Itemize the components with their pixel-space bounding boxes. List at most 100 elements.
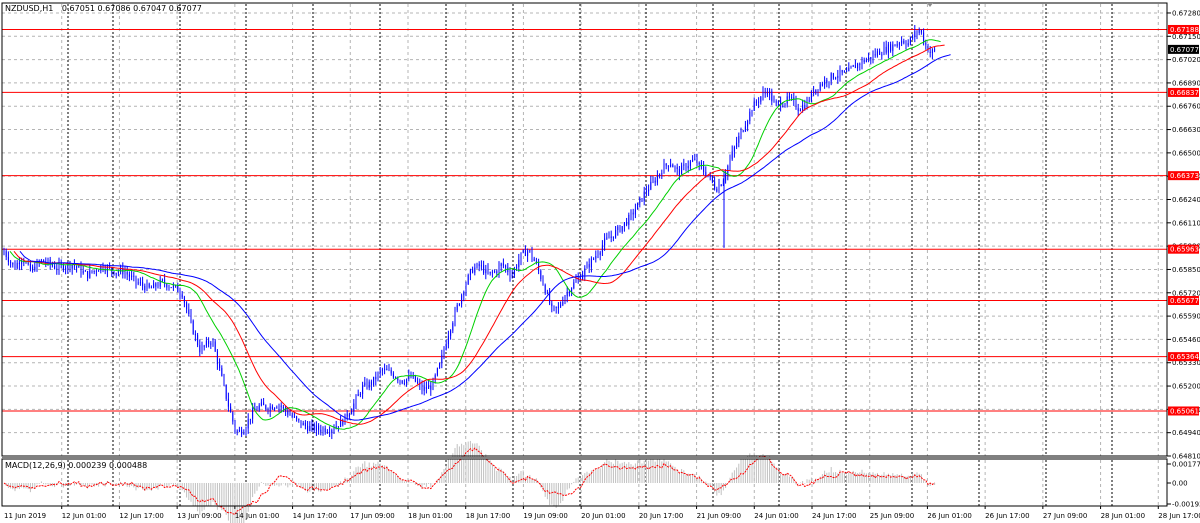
candle-body <box>672 164 674 168</box>
candle-body <box>678 169 680 175</box>
time-tick-label: 14 Jun 01:00 <box>235 512 279 520</box>
price-grid <box>2 4 1167 506</box>
price-tick-label: 0.64940 <box>1172 429 1200 437</box>
candle-body <box>194 334 196 336</box>
candle-body <box>667 165 669 167</box>
candle-body <box>883 46 885 55</box>
candle-body <box>106 266 108 272</box>
candle-body <box>10 261 12 263</box>
candle-body <box>626 222 628 225</box>
candle-body <box>799 110 801 112</box>
time-tick-label: 24 Jun 01:00 <box>754 512 798 520</box>
candle-body <box>40 259 42 263</box>
candle-body <box>551 303 553 307</box>
candle-body <box>51 264 53 266</box>
time-axis: 11 Jun 2019 12 Jun 01:00 12 Jun 17:00 13 Ju… <box>4 506 1200 520</box>
price-tick-label: 0.66500 <box>1172 149 1200 157</box>
candle-body <box>755 101 757 103</box>
candle-body <box>568 291 570 294</box>
candle-body <box>243 433 245 435</box>
candle-body <box>753 101 755 112</box>
candle-body <box>258 405 260 411</box>
candle-body <box>676 167 678 170</box>
candle-body <box>351 411 353 415</box>
macd-signal-line <box>3 447 935 515</box>
candle-body <box>54 265 56 269</box>
candle-body <box>434 375 436 380</box>
candle-body <box>111 267 113 272</box>
candle-body <box>210 343 212 345</box>
candle-body <box>507 267 509 272</box>
candle-body <box>379 370 381 373</box>
candle-body <box>25 262 27 264</box>
candle-body <box>80 265 82 274</box>
candle-body <box>89 270 91 278</box>
candle-body <box>544 284 546 294</box>
time-tick-label: 18 Jun 17:00 <box>466 512 510 520</box>
candle-body <box>58 263 60 270</box>
candle-body <box>518 259 520 268</box>
candle-body <box>687 165 689 169</box>
candle-body <box>355 396 357 404</box>
candle-body <box>364 382 366 386</box>
candle-body <box>764 92 766 94</box>
candle-body <box>263 402 265 406</box>
price-tick-label: 0.67280 <box>1172 9 1200 17</box>
candle-body <box>452 323 454 331</box>
candle-body <box>571 288 573 294</box>
candle-body <box>786 96 788 104</box>
price-tick-label: 0.66630 <box>1172 126 1200 134</box>
candle-body <box>813 91 815 94</box>
candle-body <box>738 136 740 143</box>
candle-body <box>747 121 749 127</box>
candle-body <box>868 57 870 60</box>
candle-body <box>480 265 482 267</box>
candle-body <box>21 260 23 265</box>
candle-body <box>192 320 194 335</box>
candle-body <box>333 428 335 431</box>
candle-body <box>87 271 89 278</box>
price-tick-label: 0.64810 <box>1172 453 1200 461</box>
candle-body <box>918 29 920 33</box>
candle-body <box>615 229 617 238</box>
candle-body <box>639 198 641 203</box>
candle-body <box>335 426 337 429</box>
candle-body <box>309 426 311 431</box>
candle-body <box>386 368 388 371</box>
candle-body <box>36 261 38 271</box>
candle-body <box>241 429 243 435</box>
horizontal-levels[interactable] <box>2 28 1167 412</box>
candle-body <box>436 368 438 376</box>
candle-body <box>485 268 487 274</box>
candle-body <box>197 335 199 346</box>
candle-body <box>293 416 295 418</box>
candle-body <box>645 191 647 193</box>
time-tick-label: 13 Jun 09:00 <box>177 512 221 520</box>
candle-body <box>168 287 170 289</box>
candle-body <box>698 162 700 165</box>
candle-body <box>923 32 925 44</box>
time-tick-label: 20 Jun 01:00 <box>581 512 625 520</box>
candle-body <box>425 386 427 389</box>
time-tick-label: 24 Jun 17:00 <box>812 512 856 520</box>
candle-body <box>421 384 423 391</box>
candle-body <box>124 272 126 275</box>
candle-body <box>183 297 185 303</box>
candle-body <box>524 250 526 256</box>
candle-body <box>593 258 595 260</box>
candle-body <box>329 432 331 434</box>
candle-body <box>232 412 234 422</box>
candle-body <box>331 430 333 434</box>
candle-body <box>628 214 630 225</box>
candle-body <box>278 405 280 408</box>
price-tick-label: 0.65200 <box>1172 383 1200 391</box>
candle-body <box>819 84 821 91</box>
chart-title: NZDUSD,H1 0.67051 0.67086 0.67047 0.6707… <box>5 4 202 13</box>
candle-body <box>852 65 854 67</box>
candle-body <box>392 373 394 378</box>
macd-tick-label: 0.001779 <box>1172 461 1200 469</box>
candle-body <box>113 271 115 275</box>
candle-body <box>322 428 324 432</box>
chart-shift-marker-icon[interactable] <box>927 3 933 7</box>
